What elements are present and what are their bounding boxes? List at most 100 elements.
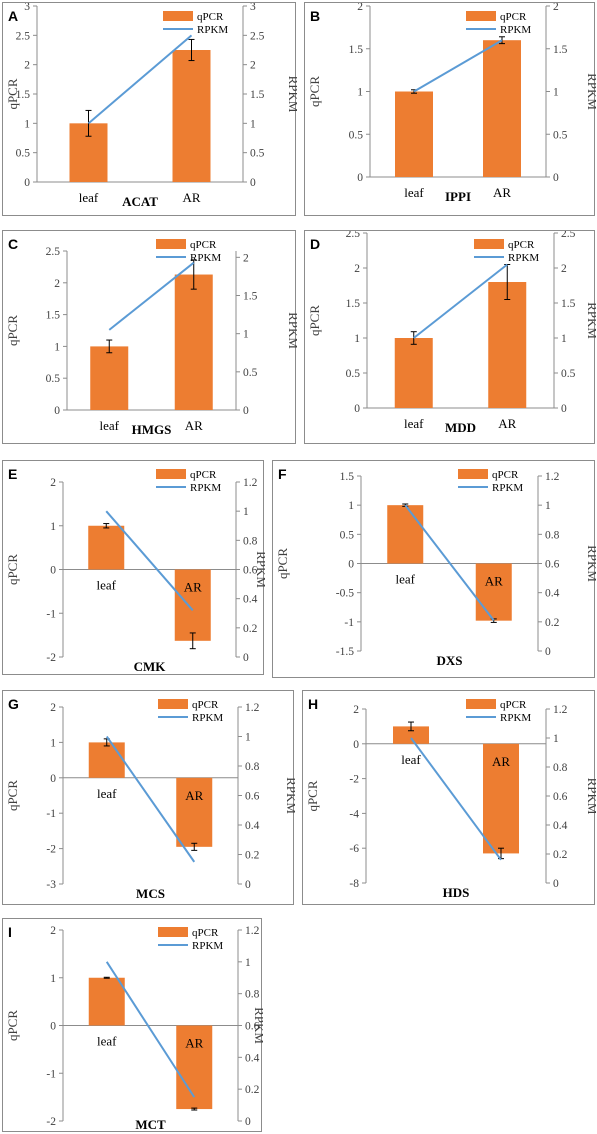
- y-tick-label: 1: [50, 973, 56, 985]
- chart-plot: -8 -6 -4 -2 0 2 0 0.2 0.4 0.6 0.8 1 1.2 leaf AR HDS qPCR…: [305, 696, 596, 900]
- y-tick-label: 0: [50, 773, 56, 785]
- y2-axis-title: RPKM: [254, 551, 265, 588]
- y2-tick-label: 0: [553, 172, 559, 184]
- legend-label-rpkm: RPKM: [492, 482, 523, 494]
- y-tick-label: 0: [353, 739, 359, 751]
- y2-tick-label: 0.8: [243, 535, 258, 547]
- chart-panel-c: 0 0.5 1 1.5 2 2.5 0 0.5 1 1.5 2 leaf AR HMGS qPCR RPKM q…: [2, 230, 297, 444]
- y2-tick-label: 0.2: [553, 849, 568, 861]
- gene-name: MDD: [445, 420, 476, 435]
- y2-tick-label: 0.8: [245, 761, 260, 773]
- y-tick-label: 1: [348, 500, 354, 512]
- y2-tick-label: 1.2: [245, 702, 260, 714]
- y2-tick-label: 1: [245, 732, 251, 744]
- y-tick-label: 1: [354, 333, 360, 345]
- x-category-label: leaf: [100, 418, 120, 433]
- y-tick-label: 0.5: [346, 368, 361, 380]
- chart-plot: 0 0.5 1 1.5 2 2.5 3 0 0.5 1 1.5 2 2.5 3 leaf AR ACAT qPCR…: [5, 3, 297, 209]
- panel-letter: F: [278, 466, 287, 482]
- y-tick-label: 0: [354, 403, 360, 415]
- rpkm-line: [108, 261, 195, 331]
- gene-name: CMK: [134, 659, 167, 674]
- y-tick-label: 1.5: [346, 298, 361, 310]
- bar-ar: [176, 777, 213, 847]
- y2-tick-label: 0.5: [561, 368, 576, 380]
- y-tick-label: 0: [24, 177, 30, 189]
- y-tick-label: -1: [46, 608, 56, 620]
- y2-axis-title: RPKM: [585, 778, 596, 815]
- legend-label-rpkm: RPKM: [197, 24, 228, 36]
- bar-leaf: [88, 525, 125, 570]
- y2-tick-label: 1.5: [553, 44, 568, 56]
- y-tick-label: 2: [54, 278, 60, 290]
- y2-tick-label: 3: [250, 3, 256, 13]
- y2-tick-label: 0: [243, 405, 249, 417]
- y2-tick-label: 0: [553, 878, 559, 890]
- x-category-label: AR: [185, 418, 203, 433]
- legend-label-qpcr: qPCR: [190, 469, 217, 481]
- chart-panel-d: 0 0.5 1 1.5 2 2.5 0 0.5 1 1.5 2 2.5 leaf AR MDD qPCR RPK…: [304, 230, 596, 444]
- y2-tick-label: 1.2: [245, 925, 260, 937]
- y-axis-title: qPCR: [5, 1010, 20, 1041]
- bar-ar: [172, 50, 211, 182]
- panel-letter: A: [8, 8, 18, 24]
- y2-tick-label: 1.5: [250, 89, 265, 101]
- y2-tick-label: 0.4: [545, 588, 560, 600]
- y2-tick-label: 0: [250, 177, 256, 189]
- y-axis-title: qPCR: [307, 305, 322, 336]
- y-tick-label: 1: [50, 521, 56, 533]
- y2-tick-label: 2.5: [561, 231, 576, 240]
- y2-tick-label: 1: [245, 957, 251, 969]
- y-tick-label: 2.5: [46, 246, 61, 258]
- rpkm-line: [413, 263, 508, 339]
- y2-tick-label: 0: [245, 879, 251, 891]
- y-tick-label: 2: [353, 704, 359, 716]
- chart-svg: 0 0.5 1 1.5 2 2.5 3 0 0.5 1 1.5 2 2.5 3 leaf AR ACAT qPCR…: [5, 3, 297, 209]
- y-tick-label: -1: [344, 617, 354, 629]
- legend-swatch-qpcr: [458, 469, 488, 479]
- legend-label-rpkm: RPKM: [192, 712, 223, 724]
- y-tick-label: -1: [46, 808, 56, 820]
- y-tick-label: -2: [46, 844, 56, 856]
- y2-axis-title: RPKM: [284, 777, 295, 814]
- y2-tick-label: 0.6: [545, 559, 560, 571]
- y-tick-label: -1.5: [336, 646, 354, 658]
- y2-tick-label: 1.2: [243, 477, 258, 489]
- y2-tick-label: 1.2: [553, 704, 568, 716]
- x-category-label: leaf: [97, 1034, 117, 1049]
- gene-name: HMGS: [132, 422, 172, 437]
- legend-label-qpcr: qPCR: [192, 927, 219, 939]
- y2-axis-title: RPKM: [585, 73, 596, 110]
- y-tick-label: 2: [354, 263, 360, 275]
- panel-letter: E: [8, 466, 17, 482]
- y2-tick-label: 0.8: [545, 529, 560, 541]
- legend-label-qpcr: qPCR: [190, 239, 217, 251]
- y2-tick-label: 0: [243, 652, 249, 664]
- y2-tick-label: 0: [545, 646, 551, 658]
- x-category-label: leaf: [404, 185, 424, 200]
- y2-tick-label: 0: [561, 403, 567, 415]
- y2-tick-label: 1.5: [243, 291, 258, 303]
- rpkm-line: [404, 504, 495, 621]
- bar-leaf: [394, 338, 433, 408]
- y-axis-title: qPCR: [275, 548, 290, 579]
- panel-letter: B: [310, 8, 320, 24]
- legend-swatch-qpcr: [158, 699, 188, 709]
- y2-axis-title: RPKM: [585, 545, 596, 582]
- y-tick-label: -1: [46, 1068, 56, 1080]
- y-tick-label: 1: [24, 118, 30, 130]
- y-tick-label: -2: [46, 652, 56, 664]
- x-category-label: leaf: [79, 190, 99, 205]
- y-tick-label: 2: [50, 477, 56, 489]
- y2-tick-label: 1: [243, 506, 249, 518]
- y-tick-label: -3: [46, 879, 56, 891]
- y-tick-label: 2.5: [16, 30, 31, 42]
- y-tick-label: 0: [50, 565, 56, 577]
- y2-tick-label: 2.5: [250, 30, 265, 42]
- x-category-label: leaf: [401, 752, 421, 767]
